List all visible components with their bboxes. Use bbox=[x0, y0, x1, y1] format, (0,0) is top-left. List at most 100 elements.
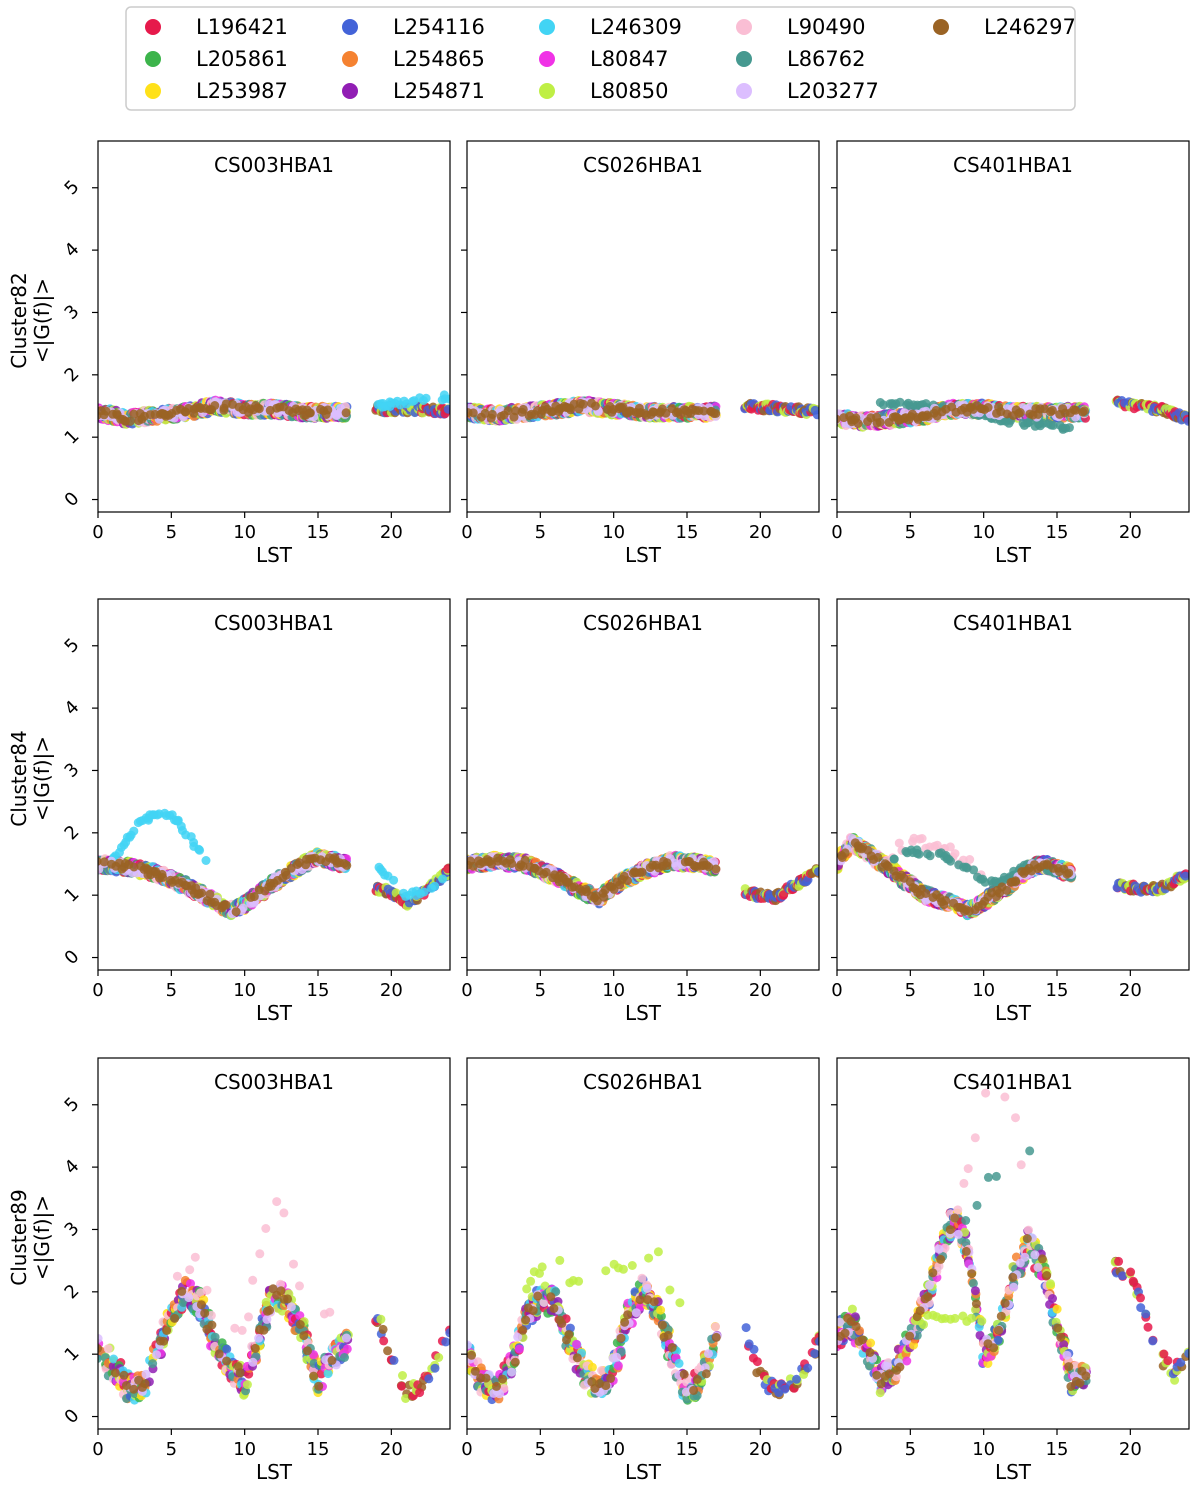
x-tick-label: 5 bbox=[166, 522, 177, 543]
x-tick-label: 15 bbox=[307, 980, 330, 1001]
point-L246297 bbox=[837, 414, 841, 424]
point-L246297 bbox=[323, 405, 333, 415]
scatter-points bbox=[467, 395, 819, 426]
y-axis-label-quantity: <|G(f)|> bbox=[30, 736, 54, 821]
legend-marker-L203277 bbox=[736, 83, 752, 99]
legend-frame bbox=[125, 6, 1076, 111]
x-axis-label: LST bbox=[625, 543, 662, 567]
x-tick-label: 15 bbox=[307, 522, 330, 543]
point-L254116 bbox=[1184, 416, 1189, 426]
y-tick-label: 1 bbox=[61, 426, 84, 449]
point-L246309 bbox=[419, 887, 429, 897]
y-axis-label-cluster: Cluster82 bbox=[7, 272, 31, 368]
y-tick-label: 0 bbox=[61, 488, 84, 511]
legend-label-L203277: L203277 bbox=[787, 79, 879, 103]
point-L246297 bbox=[1047, 405, 1057, 415]
point-L86762 bbox=[1064, 423, 1074, 433]
x-tick-label: 0 bbox=[831, 522, 842, 543]
point-L246297 bbox=[221, 399, 231, 409]
y-tick-label: 2 bbox=[61, 821, 84, 844]
point-L246297 bbox=[249, 892, 259, 902]
point-L246297 bbox=[99, 857, 109, 867]
point-L246297 bbox=[480, 408, 490, 418]
point-L246297 bbox=[129, 862, 139, 872]
point-L246297 bbox=[468, 408, 478, 418]
legend-label-L80847: L80847 bbox=[590, 47, 669, 71]
scatter-points bbox=[98, 390, 450, 429]
legend-label-L80850: L80850 bbox=[590, 79, 669, 103]
point-L246297 bbox=[875, 417, 885, 427]
x-tick-label: 0 bbox=[461, 522, 472, 543]
legend-label-L254871: L254871 bbox=[393, 79, 485, 103]
point-L86762 bbox=[878, 400, 888, 410]
legend-label-L86762: L86762 bbox=[787, 47, 866, 71]
panel-title: CS003HBA1 bbox=[214, 611, 334, 635]
point-L246297 bbox=[305, 408, 315, 418]
point-L246297 bbox=[231, 907, 241, 917]
legend-label-L254116: L254116 bbox=[393, 15, 485, 39]
point-L246309 bbox=[445, 394, 450, 404]
legend-marker-L254116 bbox=[342, 19, 358, 35]
point-L203277 bbox=[238, 903, 248, 913]
x-tick-label: 20 bbox=[380, 522, 403, 543]
point-L246297 bbox=[254, 404, 264, 414]
point-L246297 bbox=[578, 399, 588, 409]
point-L246297 bbox=[1071, 405, 1080, 415]
plot-frame bbox=[97, 140, 451, 513]
legend-marker-L80847 bbox=[539, 51, 555, 67]
legend-label-L253987: L253987 bbox=[196, 79, 288, 103]
point-L196421 bbox=[443, 864, 450, 874]
legend-marker-L80850 bbox=[539, 83, 555, 99]
x-tick-label: 10 bbox=[233, 522, 256, 543]
point-L246297 bbox=[983, 403, 993, 412]
point-L246297 bbox=[101, 406, 111, 416]
plot-frame bbox=[836, 140, 1190, 513]
point-L254116 bbox=[812, 410, 819, 420]
point-L246297 bbox=[341, 408, 351, 418]
x-tick-label: 0 bbox=[92, 522, 103, 543]
y-tick-label: 5 bbox=[61, 634, 84, 657]
point-L246297 bbox=[342, 860, 352, 870]
point-L246297 bbox=[518, 404, 528, 414]
point-L246297 bbox=[197, 888, 207, 898]
y-tick-label: 4 bbox=[61, 239, 84, 262]
panel-title: CS026HBA1 bbox=[583, 153, 703, 177]
point-L246309 bbox=[129, 826, 139, 836]
x-tick-label: 5 bbox=[905, 522, 916, 543]
x-tick-label: 10 bbox=[233, 980, 256, 1001]
legend-label-L246309: L246309 bbox=[590, 15, 682, 39]
x-tick-label: 5 bbox=[166, 980, 177, 1001]
legend: L196421 L205861 L253987 L254116 L254865 L2548… bbox=[125, 6, 1076, 111]
scatter-points bbox=[467, 850, 819, 909]
y-axis-label-cluster: Cluster84 bbox=[7, 730, 31, 826]
y-tick-label: 2 bbox=[61, 363, 84, 386]
legend-label-L196421: L196421 bbox=[196, 15, 288, 39]
x-axis-label: LST bbox=[995, 543, 1032, 567]
point-L254116 bbox=[443, 404, 450, 414]
x-tick-label: 10 bbox=[972, 522, 995, 543]
legend-label-L254865: L254865 bbox=[393, 47, 485, 71]
point-L246309 bbox=[195, 845, 205, 855]
panel-title: CS003HBA1 bbox=[214, 153, 334, 177]
scatter-points bbox=[98, 808, 450, 921]
legend-label-L205861: L205861 bbox=[196, 47, 288, 71]
point-L246309 bbox=[201, 856, 211, 865]
legend-marker-L205861 bbox=[145, 51, 161, 67]
point-L246309 bbox=[421, 393, 431, 403]
point-L246297 bbox=[221, 900, 231, 910]
x-tick-label: 10 bbox=[602, 522, 625, 543]
x-tick-label: 5 bbox=[535, 522, 546, 543]
y-tick-label: 0 bbox=[61, 946, 84, 969]
x-tick-label: 20 bbox=[380, 980, 403, 1001]
x-tick-label: 20 bbox=[1119, 522, 1142, 543]
point-L246309 bbox=[389, 875, 399, 885]
plot-frame bbox=[466, 140, 820, 513]
point-L246309 bbox=[430, 881, 440, 891]
scatter-points bbox=[837, 395, 1189, 434]
y-tick-label: 5 bbox=[61, 176, 84, 199]
